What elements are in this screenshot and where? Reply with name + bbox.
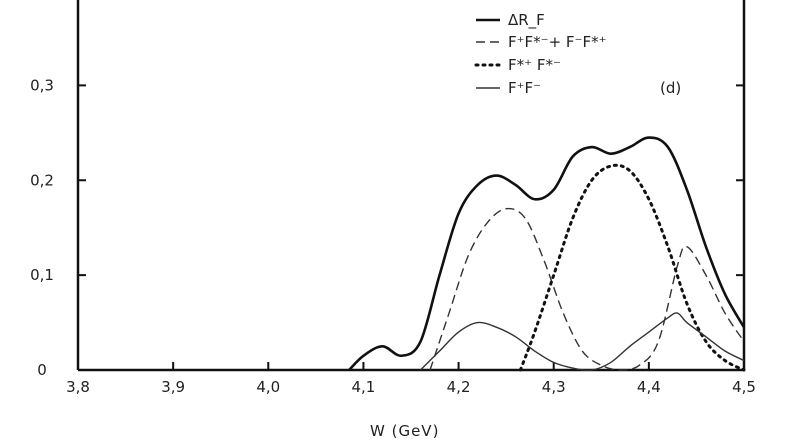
- x-tick-label: 4,5: [732, 378, 756, 396]
- y-ticks: 0 0,1 0,2 0,3: [30, 76, 744, 379]
- x-ticks: 3,8 3,9 4,0 4,1 4,2 4,3 4,4 4,5: [66, 362, 756, 396]
- series-ff-star-line: [429, 207, 745, 371]
- legend-entry-ff-label: F⁺F⁻: [508, 79, 541, 97]
- y-tick-label: 0,2: [30, 171, 54, 189]
- x-tick-label: 4,3: [542, 378, 566, 396]
- x-tick-label: 3,8: [66, 378, 90, 396]
- legend-entry-delta-rf-label: ΔR_F: [508, 11, 545, 30]
- y-tick-label: 0,3: [30, 76, 54, 94]
- x-tick-label: 3,9: [161, 378, 185, 396]
- series-fstar-fstar-line: [518, 163, 746, 372]
- x-tick-label: 4,1: [351, 378, 375, 396]
- series-delta-rf-line: [348, 136, 746, 371]
- legend-entry-ff-star-label: F⁺F*⁻+ F⁻F*⁺: [508, 33, 607, 51]
- x-tick-label: 4,0: [256, 378, 280, 396]
- y-tick-label: 0,1: [30, 266, 54, 284]
- series-ff-line: [420, 312, 745, 371]
- legend-entry-fstar-fstar-label: F*⁺ F*⁻: [508, 56, 561, 74]
- series-layer: [348, 136, 746, 372]
- legend: ΔR_F F⁺F*⁻+ F⁻F*⁺ F*⁺ F*⁻ F⁺F⁻: [474, 11, 607, 97]
- x-tick-label: 4,4: [637, 378, 661, 396]
- y-tick-label: 0: [37, 361, 47, 379]
- panel-label: (d): [660, 79, 681, 97]
- x-axis-title: W (GeV): [370, 422, 439, 440]
- axes: [76, 0, 746, 372]
- x-tick-label: 4,2: [447, 378, 471, 396]
